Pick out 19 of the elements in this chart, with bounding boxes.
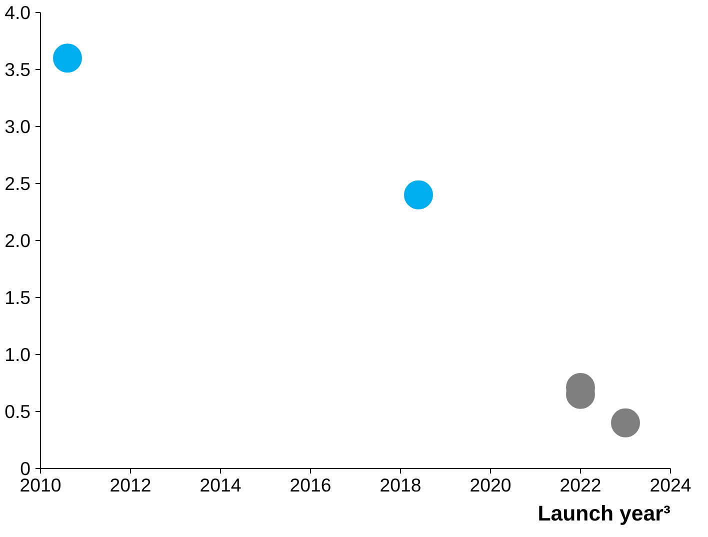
x-tick-label: 2014 (200, 474, 242, 496)
x-tick-label: 2022 (560, 474, 602, 496)
y-tick-label: 1.5 (4, 287, 31, 308)
x-axis-title: Launch year³ (538, 502, 670, 526)
y-tick-label: 3.5 (4, 59, 31, 80)
x-tick-label: 2020 (470, 474, 512, 496)
x-tick-label: 2018 (380, 474, 422, 496)
point (53, 44, 82, 73)
y-tick-label: 0.5 (4, 401, 31, 422)
y-tick-label: 4.0 (4, 2, 31, 23)
y-tick-label: 3.0 (4, 116, 31, 137)
x-tick-label: 2012 (110, 474, 152, 496)
x-tick-label: 2024 (650, 474, 692, 496)
y-tick-label: 2.5 (4, 173, 31, 194)
y-tick-label: 1.0 (4, 344, 31, 365)
y-tick-label: 2.0 (4, 230, 31, 251)
point (611, 408, 640, 438)
point (404, 180, 433, 210)
x-tick-label: 2016 (290, 474, 332, 496)
